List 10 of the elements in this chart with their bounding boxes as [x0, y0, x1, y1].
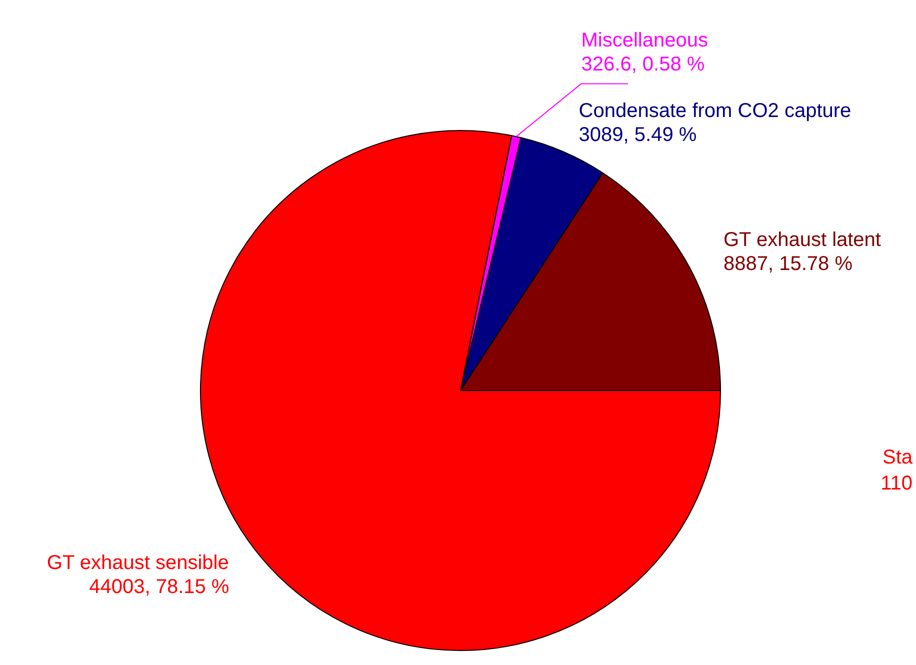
data-label: 44003, 78.15 % — [89, 576, 230, 598]
slice-label: Miscellaneous — [581, 29, 708, 52]
slice-label: Condensate from CO2 capture — [578, 100, 852, 122]
data-label: 326.6, 0.58 % — [581, 54, 705, 76]
slice-label: GT exhaust latent — [723, 228, 882, 251]
slice-label: GT exhaust sensible — [46, 552, 229, 574]
text: Sta — [882, 446, 914, 468]
data-label: 8887, 15.78 % — [723, 253, 853, 276]
data-label: 3089, 5.49 % — [578, 124, 697, 146]
text: 110 — [880, 472, 913, 495]
